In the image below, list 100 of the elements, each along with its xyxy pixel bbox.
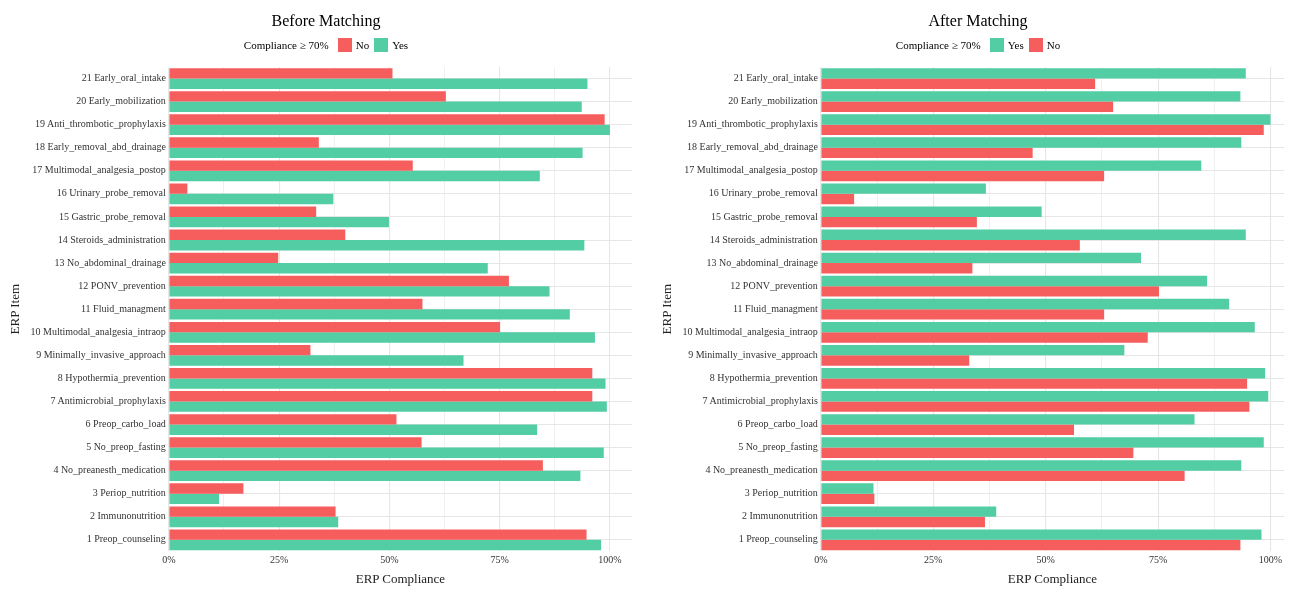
bar [169,355,464,366]
bar [821,193,855,205]
bar [821,483,874,494]
y-tick-label: 12 PONV_prevention [730,279,818,291]
bar [169,286,550,297]
bar [169,298,423,310]
x-tick-label: 25% [269,554,289,566]
legend-title: Compliance ≥ 70% [895,39,981,51]
y-tick-label: 2 Immunonutrition [90,510,166,522]
bar [169,309,570,320]
y-tick-label: 19 Anti_thrombotic_prophylaxis [35,118,166,130]
y-tick-label: 3 Periop_nutrition [92,487,166,499]
bar [169,424,538,435]
y-tick-label: 6 Preop_carbo_load [85,418,166,430]
y-tick-label: 14 Steroids_administration [57,233,166,245]
bar [169,516,339,528]
bar [169,229,346,240]
bar [821,137,1242,148]
legend-title: Compliance ≥ 70% [243,39,329,51]
y-tick-label: 4 No_preanesth_medication [53,464,166,476]
bar [169,344,311,356]
bar [821,506,997,517]
bar [821,460,1242,471]
bar [169,252,279,264]
legend-label: No [1046,39,1061,51]
bar [821,344,1125,356]
y-tick-label: 13 No_abdominal_drainage [706,256,819,268]
y-tick-label: 17 Multimodal_analgesia_postop [32,164,166,176]
y-tick-label: 4 No_preanesth_medication [705,464,818,476]
bar [169,483,244,494]
bar [821,424,1075,435]
bar [821,147,1033,159]
bar [169,401,607,412]
bar [169,183,188,194]
bar [169,137,319,148]
bar [821,68,1246,79]
bar [821,332,1148,343]
y-tick-label: 21 Early_oral_intake [733,72,819,84]
x-axis-title: ERP Compliance [1007,570,1098,586]
bar [821,240,1080,251]
y-tick-label: 3 Periop_nutrition [744,487,818,499]
bar [821,437,1264,448]
bar [821,516,985,528]
bar [821,252,1142,264]
bar [821,183,986,194]
y-tick-label: 19 Anti_thrombotic_prophylaxis [687,118,818,130]
bar [169,447,604,458]
y-tick-label: 18 Early_removal_abd_drainage [35,141,167,153]
y-tick-label: 9 Minimally_invasive_approach [36,348,166,360]
y-tick-label: 9 Minimally_invasive_approach [688,348,818,360]
bar [821,275,1208,287]
y-tick-label: 1 Preop_counseling [738,533,818,545]
bar [169,206,317,217]
bar [821,493,875,505]
bar [169,147,583,159]
bar [169,437,422,448]
y-tick-label: 21 Early_oral_intake [81,72,167,84]
y-tick-label: 15 Gastric_probe_removal [710,210,819,222]
bar [169,101,582,112]
bar [821,309,1105,320]
x-tick-label: 50% [1036,554,1055,566]
bar [821,355,970,366]
bar [169,332,595,343]
y-tick-label: 7 Antimicrobial_prophylaxis [702,395,818,407]
x-tick-label: 100% [598,554,622,566]
bar [821,391,1269,402]
x-tick-label: 0% [814,554,828,566]
bar [821,160,1202,171]
x-axis-title: ERP Compliance [355,570,446,586]
bar [169,460,543,471]
bar [169,263,488,274]
bar [169,539,602,551]
bar [821,470,1185,482]
bar [821,216,977,228]
y-tick-label: 2 Immunonutrition [742,510,818,522]
y-tick-label: 15 Gastric_probe_removal [58,210,167,222]
bar [821,101,1114,112]
y-tick-label: 16 Urinary_probe_removal [708,187,819,199]
y-tick-label: 8 Hypothermia_prevention [709,372,818,384]
y-tick-label: 17 Multimodal_analgesia_postop [684,164,818,176]
bar [821,170,1105,182]
y-tick-label: 14 Steroids_administration [709,233,818,245]
y-axis-title: ERP Item [7,283,23,335]
bar [169,78,588,89]
chart-title: Before Matching [270,12,382,32]
bar [169,240,585,251]
bar [821,321,1255,333]
bar [169,493,220,505]
bar [821,447,1134,458]
bar [821,529,1262,540]
bar [821,539,1241,551]
y-tick-label: 10 Multimodal_analgesia_intraop [30,325,166,337]
x-tick-label: 75% [490,554,509,566]
y-tick-label: 6 Preop_carbo_load [737,418,818,430]
legend-label: Yes [392,39,409,51]
bar [169,91,446,102]
legend-label: No [355,39,370,51]
x-tick-label: 25% [924,554,943,566]
chart-title: After Matching [927,12,1029,32]
bar [169,529,587,540]
